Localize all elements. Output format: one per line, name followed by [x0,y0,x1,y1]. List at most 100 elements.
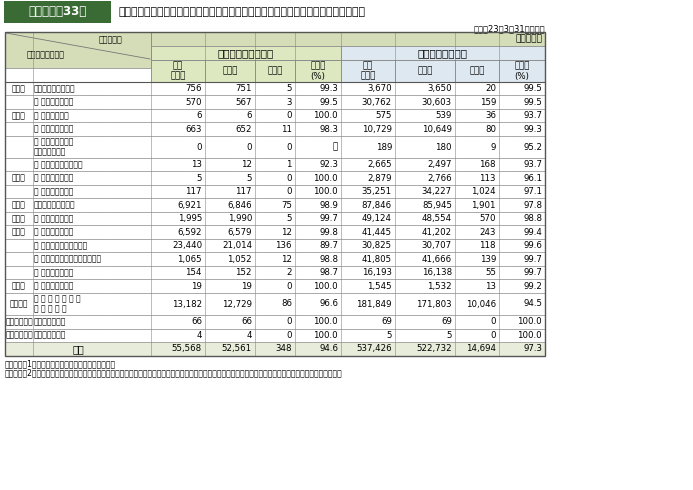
Bar [5,328,545,342]
Text: 6: 6 [247,111,252,120]
Text: 99.6: 99.6 [523,241,542,250]
Text: 95.2: 95.2 [523,143,542,151]
Text: ニ 幼　稚　園　等: ニ 幼 稚 園 等 [34,268,73,277]
Text: 5: 5 [286,214,292,223]
Text: 1,052: 1,052 [227,255,252,264]
Text: 設置率
(%): 設置率 (%) [514,61,529,81]
Bar [205,60,255,82]
Text: 6,592: 6,592 [177,228,202,237]
Bar [5,82,545,96]
Text: 94.6: 94.6 [319,344,338,353]
Bar [5,315,545,328]
Text: 1,024: 1,024 [471,187,496,196]
Text: イ キャバレー等: イ キャバレー等 [34,111,69,120]
Text: 0: 0 [286,282,292,291]
Text: 6,921: 6,921 [177,201,202,210]
Text: 87,846: 87,846 [362,201,392,210]
Text: 30,707: 30,707 [422,241,452,250]
Text: 49,124: 49,124 [362,214,392,223]
Text: 0: 0 [286,187,292,196]
Text: 12,729: 12,729 [222,299,252,309]
Bar [4,1,111,23]
Text: 0: 0 [491,331,496,340]
Text: 防火対象物の区分: 防火対象物の区分 [27,50,65,59]
Text: 全国における特定防火対象物のスプリンクラー設備及び自動火災報知設備の設置状況: 全国における特定防火対象物のスプリンクラー設備及び自動火災報知設備の設置状況 [118,7,365,17]
Text: 3,670: 3,670 [367,84,392,93]
Text: 5: 5 [286,84,292,93]
Text: 100.0: 100.0 [313,111,338,120]
Text: 89.7: 89.7 [319,241,338,250]
Text: 93.7: 93.7 [523,111,542,120]
Text: 243: 243 [480,228,496,237]
Text: 159: 159 [480,98,496,107]
Text: 13,182: 13,182 [172,299,202,309]
Bar [5,342,545,356]
Bar [5,225,545,239]
Text: 10,729: 10,729 [362,125,392,134]
Text: 0: 0 [286,174,292,183]
Text: イ 特　殊　浴　場: イ 特 殊 浴 場 [34,282,73,291]
Text: 539: 539 [436,111,452,120]
Text: 35,251: 35,251 [362,187,392,196]
Text: 154: 154 [186,268,202,277]
Text: 1,065: 1,065 [177,255,202,264]
Text: 41,445: 41,445 [362,228,392,237]
Text: 12: 12 [241,160,252,169]
Text: ロ 特別養護老人ホーム等: ロ 特別養護老人ホーム等 [34,241,87,250]
Text: （十六の三）: （十六の三） [5,331,33,340]
Text: 136: 136 [276,241,292,250]
Text: 99.7: 99.7 [523,255,542,264]
Text: 4: 4 [247,331,252,340]
Bar [151,32,545,46]
Text: 537,426: 537,426 [356,344,392,353]
Text: 0: 0 [286,317,292,326]
Text: 違反数: 違反数 [469,67,484,75]
Text: 99.7: 99.7 [523,268,542,277]
Text: （五）: （五） [12,214,26,223]
Text: （三）: （三） [12,174,26,183]
Text: 0: 0 [247,143,252,151]
Text: 99.7: 99.7 [319,214,338,223]
Bar [295,60,341,82]
Text: 30,825: 30,825 [362,241,392,250]
Text: 1,532: 1,532 [428,282,452,291]
Text: 1: 1 [286,160,292,169]
Text: 準　地　下　街: 準 地 下 街 [34,331,67,340]
Text: 9: 9 [491,143,496,151]
Text: 168: 168 [480,160,496,169]
Text: 66: 66 [191,317,202,326]
Text: 55: 55 [485,268,496,277]
Text: 1,545: 1,545 [367,282,392,291]
Text: 171,803: 171,803 [416,299,452,309]
Text: 23,440: 23,440 [172,241,202,250]
Text: 2　東日本大震災の影響により、岩手県陸前高田市消防本部及び福島県双葉地方広域市町村圏組合消防本部のデータは除いた数値により集計している。: 2 東日本大震災の影響により、岩手県陸前高田市消防本部及び福島県双葉地方広域市町… [5,368,343,377]
Bar [5,293,545,315]
Text: 85,945: 85,945 [422,201,452,210]
Text: （十六）: （十六） [10,299,28,309]
Bar [5,122,545,136]
Text: 99.8: 99.8 [319,228,338,237]
Text: 575: 575 [376,111,392,120]
Text: 98.8: 98.8 [319,255,338,264]
Bar [5,239,545,252]
Text: 99.3: 99.3 [523,125,542,134]
Text: 113: 113 [480,174,496,183]
Text: 69: 69 [381,317,392,326]
Text: 5: 5 [387,331,392,340]
Text: 地　　下　　街: 地 下 街 [34,317,67,326]
Text: 152: 152 [236,268,252,277]
Bar [5,136,545,158]
Text: ロ 公　会　堂　等: ロ 公 会 堂 等 [34,98,73,107]
Text: 13: 13 [191,160,202,169]
Text: 522,732: 522,732 [416,344,452,353]
Text: 1,995: 1,995 [177,214,202,223]
Text: 第１－１－33表: 第１－１－33表 [28,5,87,19]
Text: 348: 348 [276,344,292,353]
Text: 0: 0 [286,111,292,120]
Text: 86: 86 [281,299,292,309]
Text: 69: 69 [441,317,452,326]
Text: （一）: （一） [12,84,26,93]
Text: 567: 567 [236,98,252,107]
Text: 2,766: 2,766 [428,174,452,183]
Text: 41,666: 41,666 [422,255,452,264]
